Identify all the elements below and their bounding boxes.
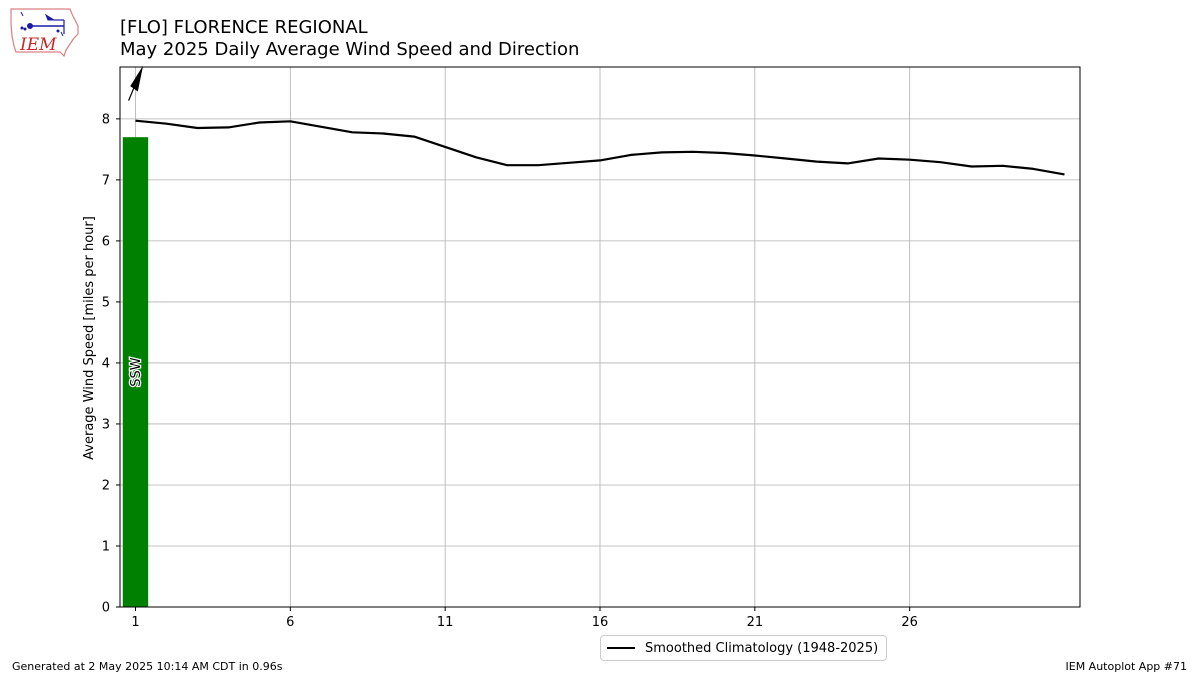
- y-tick-label: 3: [102, 417, 110, 432]
- chart-legend: Smoothed Climatology (1948-2025): [600, 635, 888, 661]
- climatology-line: [135, 119, 1065, 176]
- wind-direction-label: SSW: [129, 357, 144, 387]
- x-tick-label: 21: [747, 615, 764, 630]
- arrow-head: [130, 65, 144, 92]
- iowa-outline-icon: [10, 8, 79, 58]
- weather-station-icon: [20, 11, 65, 37]
- bars: [122, 137, 149, 607]
- wind-direction-arrow: [128, 65, 144, 101]
- x-axis-ticks: 1 6 11 16 21 26: [131, 607, 918, 630]
- x-tick-label: 11: [437, 615, 454, 630]
- y-axis-ticks: 0 1 2 3 4 5 6 7 8: [102, 112, 120, 616]
- x-tick-label: 26: [901, 615, 918, 630]
- y-tick-label: 8: [102, 112, 110, 127]
- y-axis-label: Average Wind Speed [miles per hour]: [82, 216, 97, 460]
- chart-subtitle: May 2025 Daily Average Wind Speed and Di…: [120, 39, 580, 60]
- y-tick-label: 1: [102, 539, 110, 554]
- wind-speed-bar: [122, 137, 149, 607]
- y-tick-label: 2: [102, 478, 110, 493]
- legend-climatology-label: Smoothed Climatology (1948-2025): [645, 640, 879, 656]
- grid-lines: [120, 67, 1080, 608]
- direction-annotations: SSW: [128, 65, 145, 388]
- app-label: IEM Autoplot App #71: [1065, 660, 1188, 673]
- generated-timestamp: Generated at 2 May 2025 10:14 AM CDT in …: [12, 660, 283, 673]
- logo-text: IEM: [19, 35, 57, 55]
- chart-title: [FLO] FLORENCE REGIONAL: [120, 17, 368, 38]
- y-tick-label: 4: [102, 356, 110, 371]
- climatology-layer: [135, 119, 1065, 176]
- y-tick-label: 5: [102, 295, 110, 310]
- y-tick-label: 6: [102, 234, 110, 249]
- x-tick-label: 16: [592, 615, 609, 630]
- y-tick-label: 0: [102, 601, 110, 616]
- y-tick-label: 7: [102, 173, 110, 188]
- legend-climatology-swatch: [607, 647, 635, 649]
- x-tick-label: 6: [286, 615, 294, 630]
- chart-title-block: [FLO] FLORENCE REGIONAL May 2025 Daily A…: [120, 17, 579, 61]
- x-tick-label: 1: [131, 615, 139, 630]
- iem-logo: IEM: [10, 8, 79, 58]
